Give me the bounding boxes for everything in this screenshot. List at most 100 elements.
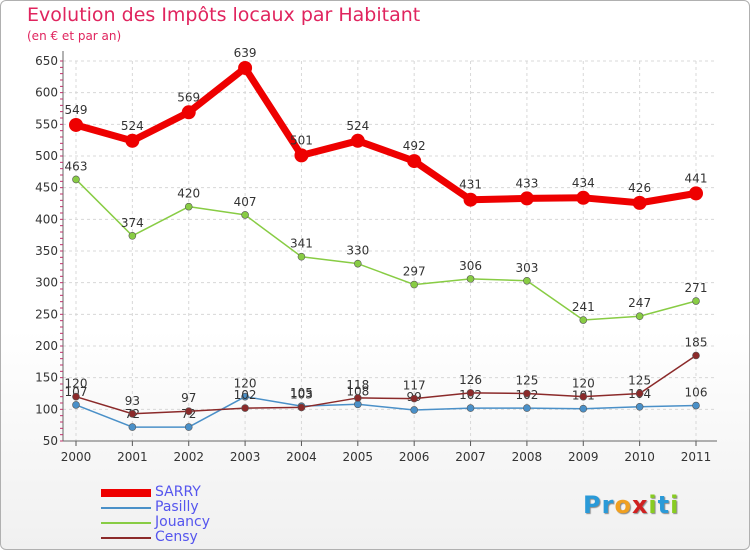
data-label-sarry: 492	[403, 139, 426, 153]
x-tick-label: 2005	[343, 450, 374, 464]
y-tick-label: 500	[35, 149, 58, 163]
data-label-censy: 125	[515, 374, 538, 388]
series-line-sarry	[75, 64, 697, 207]
data-label-censy: 125	[628, 374, 651, 388]
x-tick-label: 2000	[61, 450, 92, 464]
data-label-censy: 103	[290, 387, 313, 401]
legend-swatch-censy	[101, 537, 151, 539]
data-point-pasilly	[72, 401, 80, 409]
legend-label-jouancy: Jouancy	[155, 514, 211, 530]
series-line-pasilly	[75, 395, 697, 428]
data-point-censy	[523, 389, 531, 398]
data-point-sarry	[238, 60, 253, 75]
y-tick-label: 650	[35, 54, 58, 68]
x-tick-label: 2001	[117, 450, 148, 464]
y-tick-label: 50	[43, 434, 58, 448]
data-label-censy: 117	[403, 379, 426, 393]
data-point-pasilly	[692, 401, 700, 410]
data-point-censy	[466, 389, 475, 397]
data-point-censy	[354, 394, 362, 402]
data-label-jouancy: 374	[121, 216, 144, 230]
data-point-sarry	[463, 192, 478, 207]
logo-letter: x	[631, 491, 649, 519]
data-label-censy: 118	[346, 378, 369, 392]
data-point-censy	[692, 351, 700, 360]
legend-label-censy: Censy	[155, 529, 198, 545]
logo-letter: i	[648, 491, 658, 519]
data-label-censy: 93	[125, 394, 140, 408]
data-point-jouancy	[297, 252, 306, 261]
x-tick-label: 2002	[173, 450, 204, 464]
data-point-pasilly	[241, 392, 249, 401]
logo-letter: r	[601, 491, 615, 519]
y-tick-label: 250	[35, 307, 58, 321]
data-point-censy	[72, 392, 80, 401]
data-label-pasilly: 108	[346, 384, 369, 398]
data-point-jouancy	[466, 275, 475, 283]
data-label-pasilly: 105	[290, 386, 313, 400]
data-point-pasilly	[579, 404, 588, 413]
legend-swatch-pasilly	[101, 507, 151, 509]
data-point-sarry	[519, 191, 534, 206]
data-label-jouancy: 420	[177, 187, 200, 201]
data-label-pasilly: 106	[685, 386, 708, 400]
data-point-sarry	[125, 133, 140, 148]
data-point-sarry	[689, 186, 703, 201]
data-point-pasilly	[354, 400, 362, 409]
proxiti-logo: Proxiti	[583, 491, 679, 519]
data-point-sarry	[407, 154, 422, 169]
data-label-jouancy: 241	[572, 300, 595, 314]
data-label-sarry: 549	[65, 103, 88, 117]
data-label-censy: 185	[685, 336, 708, 350]
y-tick-label: 350	[35, 244, 58, 258]
data-label-sarry: 639	[234, 46, 257, 60]
x-tick-label: 2009	[568, 450, 599, 464]
data-point-censy	[297, 403, 306, 412]
data-point-sarry	[576, 190, 591, 205]
data-point-censy	[241, 404, 249, 412]
data-label-censy: 102	[234, 388, 257, 402]
data-label-sarry: 569	[177, 90, 200, 104]
x-tick-label: 2006	[399, 450, 430, 464]
x-tick-label: 2003	[230, 450, 261, 464]
y-tick-label: 300	[35, 276, 58, 290]
y-tick-label: 600	[35, 86, 58, 100]
legend-label-sarry: SARRY	[155, 484, 201, 500]
x-tick-label: 2008	[512, 450, 543, 464]
data-point-pasilly	[523, 404, 531, 412]
logo-letter: t	[657, 491, 671, 519]
data-point-jouancy	[354, 259, 362, 268]
data-label-sarry: 524	[121, 119, 144, 133]
series-line-jouancy	[75, 178, 697, 321]
data-label-jouancy: 306	[459, 259, 482, 273]
data-label-jouancy: 297	[403, 265, 426, 279]
logo-letter: i	[670, 491, 680, 519]
x-tick-label: 2004	[286, 450, 317, 464]
data-label-sarry: 441	[685, 171, 708, 185]
data-point-censy	[635, 389, 644, 398]
x-tick-label: 2010	[624, 450, 655, 464]
series-line-censy	[75, 354, 697, 415]
legend-swatch-jouancy	[101, 522, 151, 524]
data-label-jouancy: 407	[234, 195, 257, 209]
x-tick-label: 2011	[681, 450, 712, 464]
data-point-sarry	[69, 117, 83, 132]
data-point-jouancy	[184, 202, 193, 211]
data-label-sarry: 426	[628, 181, 651, 195]
data-label-sarry: 433	[515, 176, 538, 190]
data-point-pasilly	[184, 423, 193, 431]
data-point-jouancy	[410, 280, 418, 289]
chart-subtitle: (en € et par an)	[27, 29, 122, 43]
data-point-jouancy	[72, 175, 80, 184]
data-point-censy	[410, 394, 418, 403]
data-label-censy: 120	[65, 377, 88, 391]
y-tick-label: 400	[35, 212, 58, 226]
data-point-jouancy	[635, 312, 644, 321]
legend-swatch-sarry	[101, 489, 151, 497]
data-label-pasilly: 120	[234, 377, 257, 391]
data-point-pasilly	[466, 404, 475, 412]
data-point-jouancy	[241, 211, 249, 219]
data-point-sarry	[294, 148, 309, 163]
data-label-jouancy: 330	[346, 244, 369, 258]
